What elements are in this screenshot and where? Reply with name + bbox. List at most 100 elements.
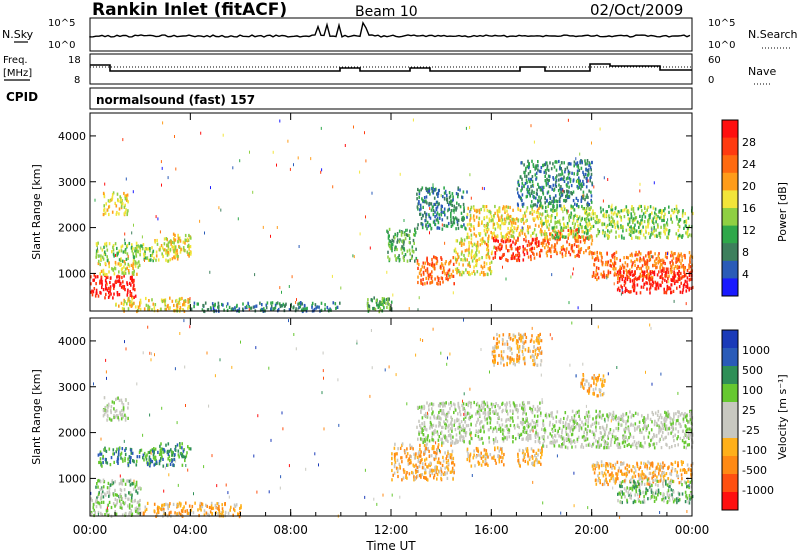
heatmap-cell	[618, 210, 621, 214]
heatmap-cell	[440, 466, 442, 470]
heatmap-cell	[306, 306, 308, 310]
heatmap-cell	[638, 230, 640, 234]
heatmap-cell	[330, 308, 332, 312]
heatmap-cell	[415, 247, 417, 251]
heatmap-cell	[478, 413, 481, 417]
heatmap-cell	[579, 179, 581, 183]
heatmap-cell	[551, 226, 554, 230]
heatmap-cell	[508, 249, 510, 253]
heatmap-cell	[127, 504, 129, 508]
heatmap-cell	[611, 224, 614, 228]
heatmap-cell	[421, 405, 423, 409]
heatmap-cell	[132, 487, 135, 491]
heatmap-cell	[573, 226, 576, 230]
heatmap-cell	[436, 275, 439, 279]
heatmap-cell	[440, 256, 442, 260]
heatmap-cell	[450, 456, 452, 460]
heatmap-cell	[591, 225, 593, 229]
heatmap-cell	[663, 214, 665, 219]
heatmap-cell	[131, 297, 134, 301]
heatmap-cell	[565, 183, 568, 187]
heatmap-cell	[517, 452, 519, 456]
heatmap-cell	[668, 412, 671, 416]
heatmap-cell	[399, 172, 401, 176]
heatmap-cell	[149, 247, 151, 251]
heatmap-cell	[459, 273, 461, 277]
heatmap-cell	[669, 261, 671, 265]
heatmap-cell	[400, 247, 403, 251]
heatmap-cell	[447, 269, 450, 273]
heatmap-cell	[519, 403, 521, 407]
heatmap-cell	[182, 246, 185, 250]
beam-label: Beam 10	[355, 4, 418, 20]
heatmap-cell	[486, 421, 489, 425]
heatmap-cell	[631, 205, 633, 209]
heatmap-cell	[559, 251, 562, 255]
heatmap-cell	[321, 168, 323, 172]
heatmap-cell	[626, 288, 628, 292]
heatmap-cell	[630, 290, 632, 294]
heatmap-cell	[453, 217, 455, 221]
heatmap-cell	[685, 273, 687, 277]
heatmap-cell	[535, 451, 538, 455]
heatmap-cell	[559, 199, 561, 204]
heatmap-cell	[526, 447, 529, 451]
heatmap-cell	[297, 156, 299, 160]
heatmap-cell	[540, 455, 542, 460]
heatmap-cell	[606, 210, 608, 214]
heatmap-cell	[95, 255, 97, 259]
heatmap-cell	[470, 436, 473, 441]
heatmap-cell	[555, 176, 557, 180]
heatmap-cell	[568, 215, 570, 219]
heatmap-cell	[455, 206, 457, 210]
heatmap-cell	[408, 307, 410, 311]
heatmap-cell	[547, 190, 550, 194]
heatmap-cell	[127, 307, 130, 311]
heatmap-cell	[639, 252, 642, 256]
heatmap-cell	[554, 183, 557, 187]
heatmap-cell	[123, 272, 125, 276]
y-tick-label: 2000	[58, 222, 86, 235]
heatmap-cell	[169, 296, 171, 300]
heatmap-cell	[517, 249, 519, 253]
heatmap-cell	[478, 223, 481, 227]
heatmap-cell	[501, 437, 504, 441]
heatmap-cell	[124, 456, 126, 460]
heatmap-cell	[320, 308, 323, 312]
heatmap-cell	[164, 307, 166, 311]
heatmap-cell	[545, 223, 548, 227]
heatmap-cell	[168, 240, 171, 244]
heatmap-cell	[186, 451, 188, 455]
heatmap-cell	[475, 262, 478, 266]
heatmap-cell	[482, 411, 485, 415]
heatmap-cell	[401, 460, 403, 464]
heatmap-cell	[106, 259, 109, 263]
heatmap-cell	[486, 208, 489, 213]
heatmap-cell	[128, 512, 130, 516]
heatmap-cell	[653, 259, 656, 263]
heatmap-cell	[117, 414, 119, 418]
heatmap-cell	[565, 235, 567, 239]
heatmap-cell	[441, 441, 443, 445]
heatmap-cell	[683, 226, 685, 230]
heatmap-cell	[495, 409, 497, 413]
heatmap-cell	[438, 435, 441, 439]
heatmap-cell	[588, 207, 590, 211]
heatmap-cell	[533, 210, 535, 214]
heatmap-cell	[424, 471, 426, 475]
heatmap-cell	[377, 304, 379, 308]
heatmap-cell	[155, 258, 157, 262]
heatmap-cell	[685, 224, 687, 228]
heatmap-cell	[297, 307, 299, 311]
heatmap-cell	[511, 223, 513, 228]
heatmap-cell	[138, 305, 140, 309]
heatmap-cell	[436, 281, 438, 286]
heatmap-cell	[458, 203, 460, 207]
heatmap-cell	[124, 418, 127, 422]
heatmap-cell	[591, 235, 593, 239]
heatmap-cell	[511, 416, 514, 420]
heatmap-cell	[418, 192, 421, 196]
heatmap-cell	[442, 459, 445, 463]
heatmap-cell	[466, 457, 469, 462]
heatmap-cell	[105, 292, 107, 296]
